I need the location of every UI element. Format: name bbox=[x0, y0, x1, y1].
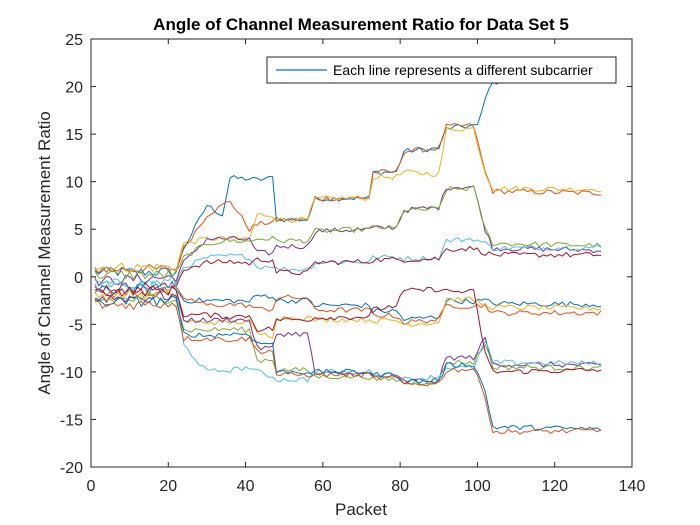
subcarrier-series-line bbox=[94, 280, 602, 383]
subcarrier-series-line bbox=[94, 185, 602, 280]
y-tick-label: 10 bbox=[65, 175, 83, 192]
subcarrier-series-line bbox=[94, 283, 602, 321]
legend: Each line represents a different subcarr… bbox=[266, 56, 617, 84]
x-axis-label: Packet bbox=[335, 500, 387, 519]
subcarrier-series-line bbox=[94, 245, 602, 293]
x-tick-label: 40 bbox=[237, 478, 255, 495]
chart-title: Angle of Channel Measurement Ratio for D… bbox=[153, 15, 569, 34]
x-tick-label: 80 bbox=[391, 478, 409, 495]
y-tick-label: 20 bbox=[65, 80, 83, 97]
y-tick-label: 15 bbox=[65, 127, 83, 144]
subcarrier-series-line bbox=[94, 288, 602, 339]
subcarrier-series-line bbox=[94, 285, 602, 325]
x-tick-label: 100 bbox=[464, 478, 491, 495]
x-tick-label: 120 bbox=[541, 478, 568, 495]
y-axis-label: Angle of Channel Measurement Ratio bbox=[35, 111, 54, 395]
subcarrier-series-line bbox=[94, 285, 602, 375]
x-tick-label: 60 bbox=[314, 478, 332, 495]
x-tick-label: 0 bbox=[87, 478, 96, 495]
axes-background bbox=[91, 39, 632, 467]
y-tick-label: -20 bbox=[60, 460, 83, 477]
subcarrier-series-line bbox=[94, 300, 602, 435]
legend-entry: Each line represents a different subcarr… bbox=[333, 62, 593, 78]
subcarrier-series-line bbox=[94, 295, 602, 431]
subcarrier-series-line bbox=[94, 237, 602, 288]
y-tick-label: -15 bbox=[60, 412, 83, 429]
y-tick-label: -10 bbox=[60, 365, 83, 382]
subcarrier-series-line bbox=[94, 185, 602, 287]
x-tick-label: 20 bbox=[159, 478, 177, 495]
x-tick-label: 140 bbox=[619, 478, 646, 495]
subcarrier-series-line bbox=[94, 126, 602, 273]
series-lines bbox=[94, 72, 602, 435]
axis-ticks: 0 20 40 60 80 100 120 140 -20 -15 -10 -5 0 5 10 15 20 25 bbox=[60, 32, 646, 495]
y-tick-label: -5 bbox=[69, 317, 83, 334]
y-tick-label: 0 bbox=[74, 270, 83, 287]
y-tick-label: 5 bbox=[74, 222, 83, 239]
y-tick-label: 25 bbox=[65, 32, 83, 49]
axes-box bbox=[90, 38, 633, 468]
